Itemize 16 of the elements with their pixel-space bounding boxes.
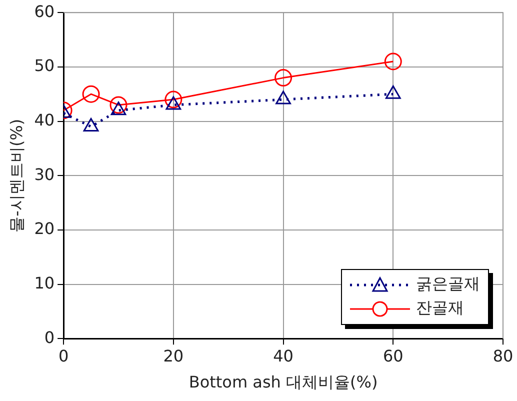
y-tick-label: 50 bbox=[34, 56, 55, 76]
y-tick-label: 30 bbox=[34, 164, 55, 184]
x-tick-label: 80 bbox=[492, 346, 514, 366]
y-tick-label: 60 bbox=[34, 2, 55, 21]
x-tick-label: 20 bbox=[163, 346, 184, 366]
legend-label: 굵은골재 bbox=[416, 274, 480, 296]
y-tick-label: 10 bbox=[34, 273, 55, 292]
y-axis-title: 물-시멘트비(%) bbox=[6, 118, 26, 232]
x-tick-label: 0 bbox=[58, 346, 69, 366]
legend-label: 잔골재 bbox=[416, 298, 464, 320]
y-tick-label: 0 bbox=[44, 328, 55, 347]
y-tick-label: 40 bbox=[34, 110, 55, 130]
x-axis-title: Bottom ash 대체비율(%) bbox=[188, 372, 378, 392]
x-tick-label: 60 bbox=[382, 346, 404, 366]
y-tick-label: 20 bbox=[34, 219, 55, 238]
x-tick-label: 40 bbox=[273, 346, 294, 366]
